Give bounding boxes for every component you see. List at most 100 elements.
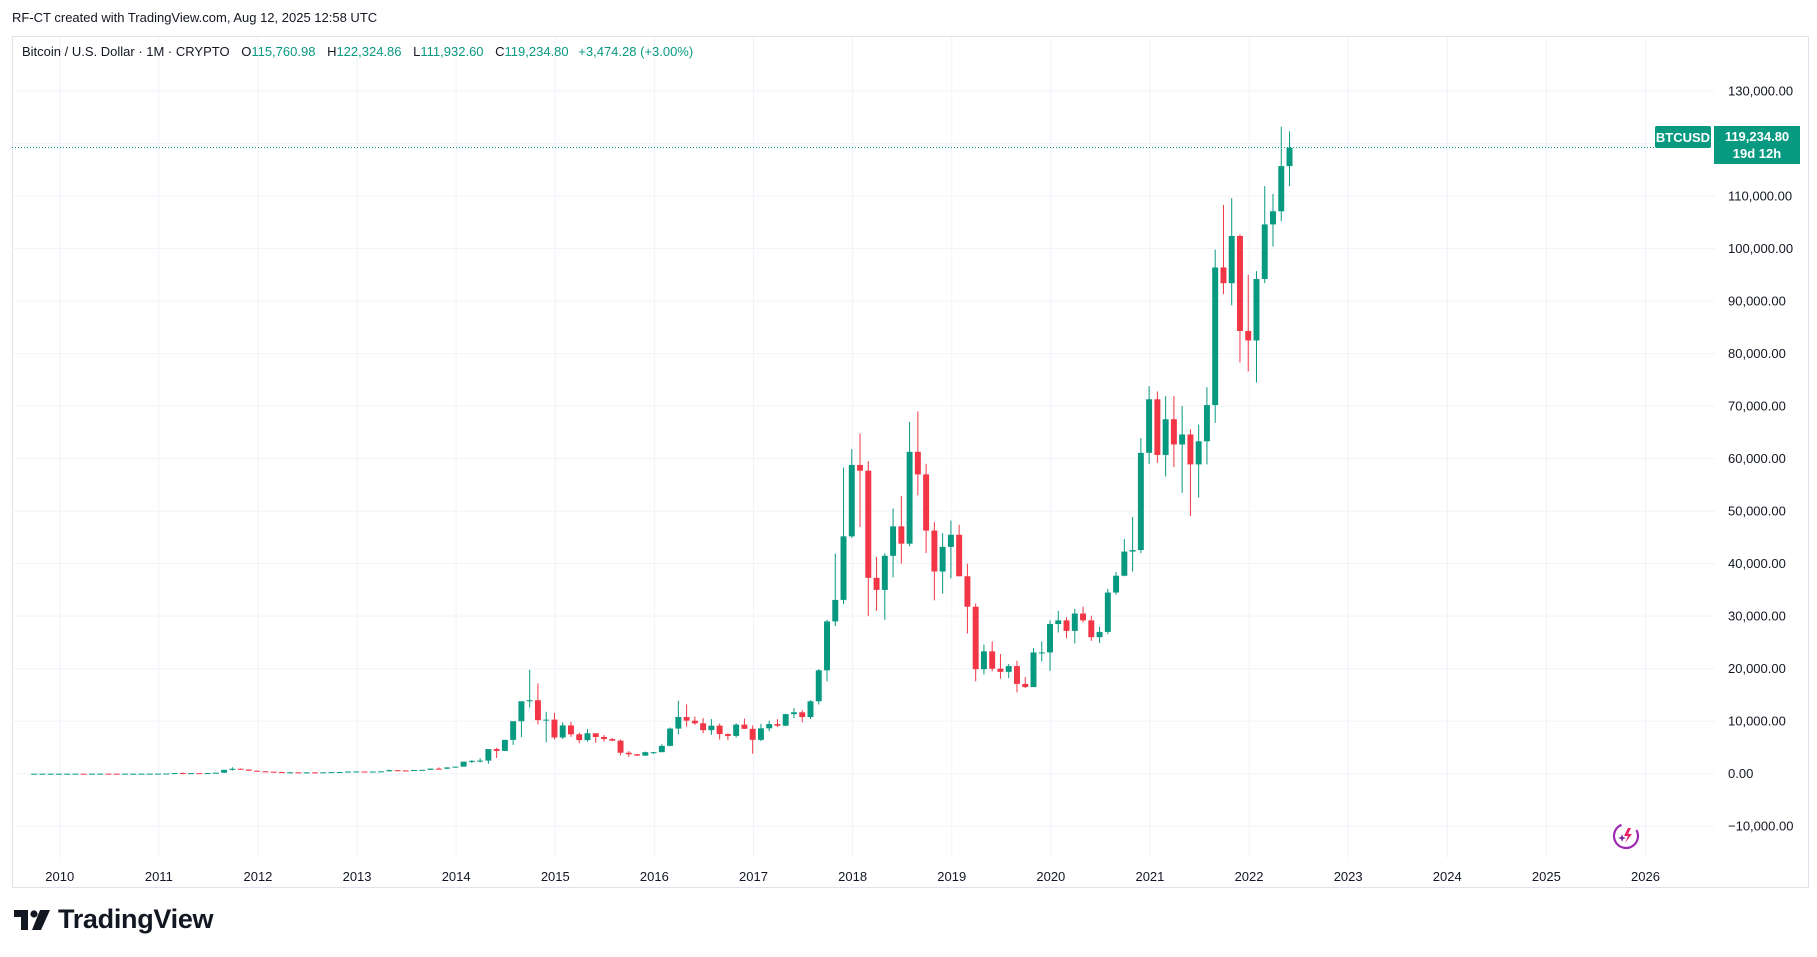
candle-body-down — [857, 464, 864, 471]
candle-body-down — [80, 773, 87, 775]
tradingview-logo[interactable]: TradingView — [14, 904, 214, 935]
candle-body-up — [1162, 419, 1169, 455]
symbol-title[interactable]: Bitcoin / U.S. Dollar · 1M · CRYPTO — [22, 44, 230, 59]
candle-body-up — [31, 773, 38, 775]
candle-body-down — [254, 770, 261, 772]
candle-body-up — [345, 771, 351, 773]
x-tick-label: 2013 — [343, 869, 372, 884]
candle-body-up — [188, 773, 195, 775]
candle-body-up — [543, 719, 550, 721]
y-tick-label: 60,000.00 — [1728, 451, 1786, 466]
candle-body-up — [130, 773, 137, 775]
x-tick-label: 2021 — [1135, 869, 1164, 884]
candle-body-up — [980, 651, 987, 670]
candle-body-down — [295, 772, 302, 774]
candle-body-up — [138, 773, 145, 775]
candle-body-up — [72, 773, 79, 775]
candle-body-up — [460, 761, 467, 767]
last-price-badge: 119,234.80 19d 12h — [1714, 126, 1800, 164]
y-tick-label: 90,000.00 — [1728, 294, 1786, 309]
candle-body-down — [592, 733, 599, 737]
y-tick-label: 100,000.00 — [1728, 241, 1793, 256]
candle-body-up — [906, 451, 913, 544]
bar-countdown: 19d 12h — [1732, 146, 1782, 161]
candle-body-up — [1270, 211, 1276, 225]
x-tick-label: 2024 — [1433, 869, 1462, 884]
candle-body-up — [303, 772, 310, 774]
candle-body-up — [336, 772, 343, 774]
candle-body-down — [972, 606, 979, 670]
candle-body-down — [245, 769, 252, 771]
candle-body-up — [807, 701, 814, 718]
candle-body-up — [122, 773, 128, 775]
candle-body-down — [1245, 331, 1252, 341]
candle-body-down — [278, 772, 285, 774]
candle-body-down — [1236, 235, 1243, 332]
candle-body-up — [1212, 267, 1219, 406]
low-value: 111,932.60 — [420, 44, 484, 59]
candle-body-up — [163, 773, 170, 775]
candle-body-up — [39, 773, 46, 775]
candle-body-up — [212, 772, 219, 774]
x-tick-label: 2025 — [1532, 869, 1561, 884]
candle-body-up — [485, 749, 492, 761]
candle-body-down — [774, 724, 781, 726]
candle-body-up — [411, 770, 418, 772]
candle-body-down — [493, 749, 500, 751]
candle-body-up — [221, 769, 228, 773]
candle-body-up — [204, 773, 211, 775]
candle-body-up — [510, 721, 517, 740]
candle-body-up — [1146, 399, 1153, 453]
candle-body-down — [237, 768, 244, 770]
candle-body-down — [1088, 620, 1095, 638]
candle-body-up — [939, 546, 946, 572]
candle-body-down — [534, 700, 541, 721]
x-tick-label: 2015 — [541, 869, 570, 884]
candle-body-up — [1038, 652, 1045, 654]
candle-body-up — [1137, 452, 1144, 551]
candle-body-down — [394, 770, 401, 772]
candle-body-down — [931, 530, 938, 572]
last-price-value: 119,234.80 — [1724, 129, 1790, 144]
candle-body-down — [1187, 434, 1194, 465]
candle-body-up — [146, 773, 153, 775]
candle-body-up — [1096, 631, 1103, 638]
candle-body-down — [1063, 620, 1070, 631]
candle-body-down — [1013, 666, 1020, 684]
x-tick-label: 2023 — [1334, 869, 1363, 884]
candle-body-down — [799, 712, 806, 718]
candle-body-up — [1286, 147, 1293, 167]
candle-body-up — [733, 724, 740, 736]
x-tick-label: 2018 — [838, 869, 867, 884]
candle-body-down — [196, 773, 203, 775]
y-tick-label: 10,000.00 — [1728, 714, 1786, 729]
x-tick-label: 2017 — [739, 869, 768, 884]
x-tick-label: 2012 — [243, 869, 272, 884]
candle-body-up — [526, 700, 533, 702]
candle-body-down — [435, 768, 442, 770]
assistant-sparkle-icon[interactable] — [1610, 820, 1643, 853]
y-tick-label: 130,000.00 — [1728, 84, 1793, 99]
candle-body-down — [741, 724, 748, 729]
y-tick-label: 80,000.00 — [1728, 346, 1786, 361]
candle-body-up — [452, 766, 459, 768]
candle-body-down — [873, 577, 880, 590]
candle-body-up — [848, 464, 855, 537]
candle-body-up — [1005, 666, 1012, 672]
candle-body-up — [386, 770, 393, 772]
candle-body-up — [890, 526, 897, 556]
candle-body-up — [55, 773, 62, 775]
candle-body-up — [1179, 434, 1186, 445]
candle-body-up — [1203, 405, 1210, 442]
open-value: 115,760.98 — [251, 44, 316, 59]
candle-body-up — [1104, 592, 1111, 632]
candle-body-down — [609, 739, 616, 741]
candle-body-down — [1154, 399, 1161, 455]
candle-layer — [31, 126, 1293, 775]
candle-body-down — [1220, 267, 1227, 284]
candle-body-up — [287, 772, 294, 774]
candle-body-down — [311, 772, 318, 774]
x-tick-label: 2014 — [442, 869, 471, 884]
y-tick-label: 70,000.00 — [1728, 399, 1786, 414]
